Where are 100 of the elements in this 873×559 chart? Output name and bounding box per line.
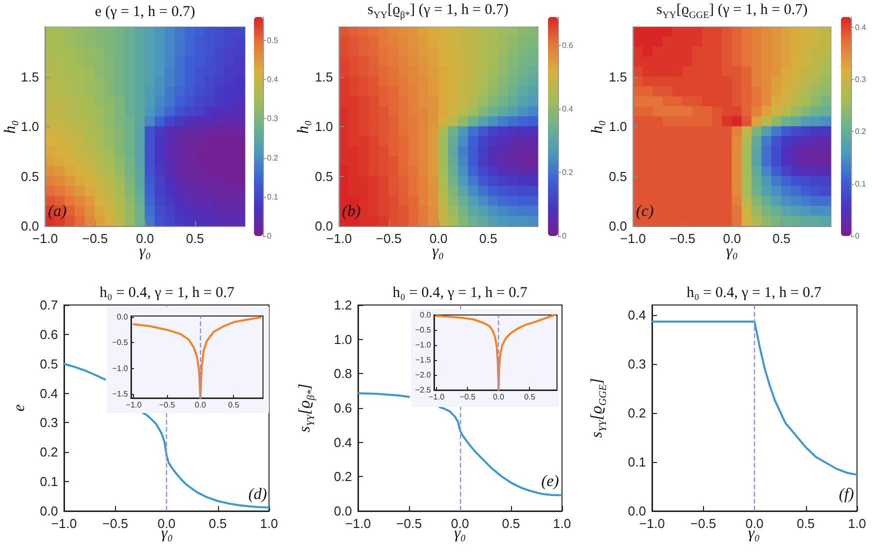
annotation: (f): [838, 486, 854, 504]
x-tick-label: 1.0: [848, 516, 866, 531]
x-tick-label: 0.0: [722, 231, 742, 246]
x-tick-label: −1.0: [345, 516, 371, 531]
y-axis-title: e: [11, 404, 29, 412]
x-tick-label: 0.0: [429, 231, 448, 246]
x-tick-label: −1.0: [428, 392, 445, 402]
x-tick-label: 0.0: [194, 400, 206, 410]
color-bar-label: 0.2: [267, 153, 279, 162]
color-bar-label: 0.4: [267, 75, 279, 84]
y-tick-label: 0.0: [40, 504, 58, 518]
color-bar-label: 0.2: [562, 168, 574, 178]
chart-title: s$_{YY}$[ϱ$_{GGE}$] (γ = 1, h = 0.7): [656, 2, 808, 22]
y-tick-label: 0.8: [334, 366, 352, 382]
color-bar-label: 0.3: [855, 75, 867, 84]
line-series: [651, 320, 858, 476]
chart-title: h₀ = 0.4, γ = 1, h = 0.7: [100, 284, 234, 302]
y-tick-label: 0.1: [40, 474, 58, 490]
y-tick-label: 0.4: [628, 307, 646, 322]
color-bar-label: 0: [855, 232, 860, 240]
x-tick-label: 0.5: [479, 231, 498, 246]
y-axis-title: h₀: [2, 120, 20, 134]
y-tick-label: 0.2: [40, 444, 58, 460]
x-tick-label: −0.5: [376, 231, 402, 246]
x-axis-title: γ₀: [726, 243, 738, 261]
y-axis-title: h₀: [589, 120, 607, 134]
color-bar-label: 0.1: [855, 179, 867, 188]
color-bar-label: 0.4: [855, 22, 867, 32]
x-tick-label: −0.5: [159, 400, 176, 410]
x-axis-title: γ₀: [432, 243, 444, 261]
y-tick-label: −0.5: [415, 326, 432, 334]
y-tick-label: −1.0: [415, 340, 432, 350]
y-axis-title: h₀: [295, 120, 313, 134]
line-series: [132, 316, 262, 399]
y-tick-label: 0.6: [334, 400, 352, 416]
y-tick-label: 1.0: [334, 332, 352, 347]
y-tick-label: −0.5: [112, 338, 129, 348]
x-tick-label: 0.0: [136, 231, 154, 246]
color-bar-label: 0.6: [562, 41, 574, 50]
color-bar-label: 0: [562, 232, 567, 240]
chart-title: s$_{YY}$[ϱ$_{β*}$] (γ = 1, h = 0.7): [368, 2, 508, 22]
color-bar-label: 0: [267, 232, 272, 240]
line-series: [435, 314, 556, 391]
annotation: (b): [342, 203, 361, 221]
y-tick-label: 1.5: [20, 69, 39, 84]
y-tick-label: 1.2: [334, 298, 352, 312]
x-tick-label: −0.5: [690, 516, 716, 531]
y-tick-label: 0.7: [40, 298, 58, 312]
x-tick-label: −0.5: [460, 392, 476, 402]
y-tick-label: −1.5: [415, 356, 432, 364]
color-bar-label: 0.2: [855, 127, 867, 136]
x-tick-label: −0.5: [670, 231, 696, 246]
x-tick-label: 0.5: [228, 400, 240, 410]
annotation: (a): [48, 203, 67, 221]
y-tick-label: 1.0: [20, 119, 39, 134]
x-tick-label: −1.0: [639, 516, 665, 531]
x-tick-label: 0.5: [186, 231, 204, 246]
y-tick-label: 0.0: [20, 218, 39, 234]
y-tick-label: 1.0: [314, 119, 333, 134]
y-tick-label: −1.0: [112, 364, 129, 373]
x-tick-label: 1.0: [552, 516, 572, 531]
y-tick-label: 1.5: [314, 69, 333, 84]
color-bar-label: 0.3: [267, 114, 279, 124]
x-tick-label: 0.5: [208, 516, 227, 531]
y-tick-label: 0.5: [608, 168, 627, 184]
y-tick-label: 0.0: [314, 218, 333, 234]
chart-title: h₀ = 0.4, γ = 1, h = 0.7: [392, 284, 528, 302]
y-tick-label: 0.0: [608, 218, 627, 234]
y-tick-label: −1.5: [112, 389, 129, 398]
x-tick-label: −0.5: [82, 231, 108, 246]
annotation: (d): [248, 486, 267, 504]
color-bar-label: 0.5: [267, 36, 279, 45]
annotation: (c): [636, 203, 654, 221]
y-tick-label: 0.0: [116, 312, 129, 322]
x-tick-label: 0.5: [502, 516, 520, 531]
y-tick-label: 0.1: [628, 454, 646, 470]
x-tick-label: 0.5: [796, 516, 815, 531]
y-tick-label: 0.3: [40, 415, 58, 430]
y-tick-label: 1.0: [608, 119, 627, 134]
chart-title: e (γ = 1, h = 0.7): [94, 4, 196, 20]
x-tick-label: −0.5: [396, 516, 422, 531]
x-tick-label: −1.0: [126, 400, 142, 410]
y-tick-label: 0.4: [40, 386, 58, 401]
y-tick-label: 0.2: [628, 405, 646, 420]
x-tick-label: 0.0: [493, 392, 505, 402]
y-tick-label: 0.0: [628, 504, 646, 518]
y-tick-label: 0.2: [334, 469, 352, 484]
y-tick-label: −2.0: [415, 370, 432, 380]
y-tick-label: 1.5: [608, 69, 627, 84]
y-tick-label: 0.5: [40, 356, 58, 372]
y-tick-label: 0.4: [334, 434, 352, 450]
color-bar-label: 0.4: [562, 104, 574, 114]
x-tick-label: −1.0: [51, 516, 77, 531]
y-tick-label: 0.0: [334, 504, 352, 518]
x-tick-label: 1.0: [260, 516, 278, 531]
x-tick-label: 0.5: [524, 392, 536, 402]
y-tick-label: 0.5: [20, 168, 39, 184]
y-tick-label: −2.5: [415, 386, 432, 394]
x-tick-label: 0.5: [772, 231, 791, 246]
y-tick-label: 0.0: [420, 310, 432, 320]
